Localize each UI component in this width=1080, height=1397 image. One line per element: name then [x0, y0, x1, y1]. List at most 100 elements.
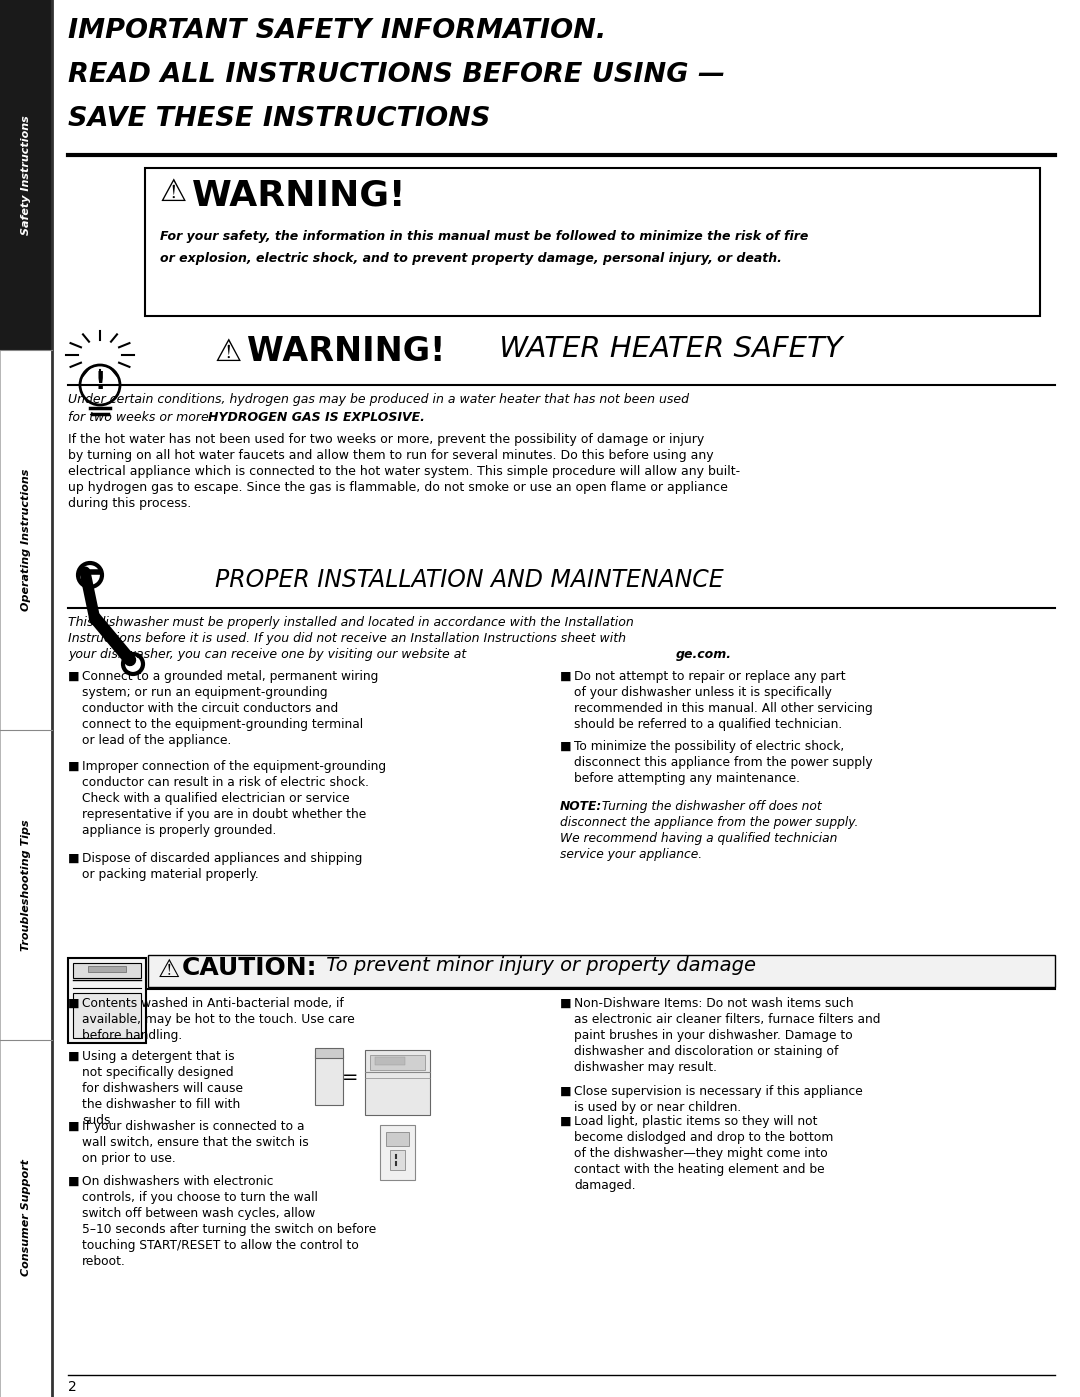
Bar	[0, 731, 52, 1039]
Bar	[315, 1055, 343, 1105]
Bar	[315, 1048, 343, 1058]
Text: On dishwashers with electronic: On dishwashers with electronic	[82, 1175, 273, 1187]
Text: HYDROGEN GAS IS EXPLOSIVE.: HYDROGEN GAS IS EXPLOSIVE.	[208, 411, 424, 425]
Text: ■: ■	[561, 1085, 571, 1098]
Text: To prevent minor injury or property damage: To prevent minor injury or property dama…	[320, 956, 756, 975]
Text: If the hot water has not been used for two weeks or more, prevent the possibilit: If the hot water has not been used for t…	[68, 433, 704, 446]
Text: Turning the dishwasher off does not: Turning the dishwasher off does not	[598, 800, 822, 813]
Text: Using a detergent that is: Using a detergent that is	[82, 1051, 234, 1063]
Text: electrical appliance which is connected to the hot water system. This simple pro: electrical appliance which is connected …	[68, 465, 740, 478]
Text: of the dishwasher—they might come into: of the dishwasher—they might come into	[573, 1147, 827, 1160]
Bar	[73, 993, 141, 1038]
Text: or lead of the appliance.: or lead of the appliance.	[82, 733, 231, 747]
Text: Under certain conditions, hydrogen gas may be produced in a water heater that ha: Under certain conditions, hydrogen gas m…	[68, 393, 689, 407]
Text: We recommend having a qualified technician: We recommend having a qualified technici…	[561, 833, 837, 845]
Text: up hydrogen gas to escape. Since the gas is flammable, do not smoke or use an op: up hydrogen gas to escape. Since the gas…	[68, 481, 728, 495]
Bar	[0, 351, 52, 731]
Text: Instructions before it is used. If you did not receive an Installation Instructi: Instructions before it is used. If you d…	[68, 631, 626, 645]
Text: become dislodged and drop to the bottom: become dislodged and drop to the bottom	[573, 1132, 834, 1144]
Text: reboot.: reboot.	[82, 1255, 126, 1268]
Text: on prior to use.: on prior to use.	[82, 1153, 176, 1165]
Text: Non-Dishware Items: Do not wash items such: Non-Dishware Items: Do not wash items su…	[573, 997, 853, 1010]
Bar	[68, 958, 146, 1044]
Text: touching START/RESET to allow the control to: touching START/RESET to allow the contro…	[82, 1239, 359, 1252]
Text: for two weeks or more.: for two weeks or more.	[68, 411, 217, 425]
Text: for dishwashers will cause: for dishwashers will cause	[82, 1083, 243, 1095]
Text: disconnect this appliance from the power supply: disconnect this appliance from the power…	[573, 756, 873, 768]
Text: disconnect the appliance from the power supply.: disconnect the appliance from the power …	[561, 816, 859, 828]
Text: READ ALL INSTRUCTIONS BEFORE USING —: READ ALL INSTRUCTIONS BEFORE USING —	[68, 61, 725, 88]
Text: controls, if you choose to turn the wall: controls, if you choose to turn the wall	[82, 1192, 318, 1204]
Text: wall switch, ensure that the switch is: wall switch, ensure that the switch is	[82, 1136, 309, 1148]
Text: your dishwasher, you can receive one by visiting our website at: your dishwasher, you can receive one by …	[68, 648, 470, 661]
Text: paint brushes in your dishwasher. Damage to: paint brushes in your dishwasher. Damage…	[573, 1030, 853, 1042]
Text: ■: ■	[68, 852, 80, 865]
Text: Check with a qualified electrician or service: Check with a qualified electrician or se…	[82, 792, 350, 805]
Text: dishwasher and discoloration or staining of: dishwasher and discoloration or staining…	[573, 1045, 838, 1058]
Text: CAUTION:: CAUTION:	[183, 956, 318, 981]
Text: 5–10 seconds after turning the switch on before: 5–10 seconds after turning the switch on…	[82, 1222, 376, 1236]
Bar	[390, 1150, 405, 1171]
Text: conductor with the circuit conductors and: conductor with the circuit conductors an…	[82, 703, 338, 715]
Bar	[0, 1039, 52, 1397]
Bar	[365, 1051, 430, 1115]
Bar	[370, 1055, 426, 1070]
Text: Improper connection of the equipment-grounding: Improper connection of the equipment-gro…	[82, 760, 387, 773]
Text: Troubleshooting Tips: Troubleshooting Tips	[21, 819, 31, 951]
Text: service your appliance.: service your appliance.	[561, 848, 702, 861]
Bar	[73, 963, 141, 978]
Bar	[375, 1058, 405, 1065]
Text: during this process.: during this process.	[68, 497, 191, 510]
Bar	[145, 168, 1040, 316]
Text: !: !	[94, 370, 106, 394]
Text: of your dishwasher unless it is specifically: of your dishwasher unless it is specific…	[573, 686, 832, 698]
Text: representative if you are in doubt whether the: representative if you are in doubt wheth…	[82, 807, 366, 821]
Text: as electronic air cleaner filters, furnace filters and: as electronic air cleaner filters, furna…	[573, 1013, 880, 1025]
Text: IMPORTANT SAFETY INFORMATION.: IMPORTANT SAFETY INFORMATION.	[68, 18, 606, 43]
Text: This dishwasher must be properly installed and located in accordance with the In: This dishwasher must be properly install…	[68, 616, 634, 629]
Text: For your safety, the information in this manual must be followed to minimize the: For your safety, the information in this…	[160, 231, 808, 243]
Bar	[0, 0, 52, 351]
Text: dishwasher may result.: dishwasher may result.	[573, 1060, 717, 1074]
Text: the dishwasher to fill with: the dishwasher to fill with	[82, 1098, 240, 1111]
Text: ■: ■	[68, 997, 80, 1010]
Bar	[148, 956, 1055, 988]
Text: recommended in this manual. All other servicing: recommended in this manual. All other se…	[573, 703, 873, 715]
Text: available, may be hot to the touch. Use care: available, may be hot to the touch. Use …	[82, 1013, 354, 1025]
Text: Close supervision is necessary if this appliance: Close supervision is necessary if this a…	[573, 1085, 863, 1098]
Text: or packing material properly.: or packing material properly.	[82, 868, 259, 882]
Text: Do not attempt to repair or replace any part: Do not attempt to repair or replace any …	[573, 671, 846, 683]
Text: Connect to a grounded metal, permanent wiring: Connect to a grounded metal, permanent w…	[82, 671, 378, 683]
Text: ⚠: ⚠	[160, 177, 187, 207]
Text: ⚠: ⚠	[215, 338, 242, 367]
Text: To minimize the possibility of electric shock,: To minimize the possibility of electric …	[573, 740, 845, 753]
Text: ■: ■	[68, 1051, 80, 1063]
Text: Contents washed in Anti-bacterial mode, if: Contents washed in Anti-bacterial mode, …	[82, 997, 343, 1010]
Text: ■: ■	[68, 760, 80, 773]
Text: before attempting any maintenance.: before attempting any maintenance.	[573, 773, 800, 785]
Text: ■: ■	[561, 671, 571, 683]
Text: Consumer Support: Consumer Support	[21, 1160, 31, 1277]
Bar	[380, 1125, 415, 1180]
Text: appliance is properly grounded.: appliance is properly grounded.	[82, 824, 276, 837]
Text: not specifically designed: not specifically designed	[82, 1066, 233, 1078]
Text: by turning on all hot water faucets and allow them to run for several minutes. D: by turning on all hot water faucets and …	[68, 448, 714, 462]
Text: is used by or near children.: is used by or near children.	[573, 1101, 741, 1113]
Text: WARNING!: WARNING!	[192, 177, 406, 212]
Text: ■: ■	[68, 1120, 80, 1133]
Text: connect to the equipment-grounding terminal: connect to the equipment-grounding termi…	[82, 718, 363, 731]
Text: WARNING!: WARNING!	[247, 335, 445, 367]
Text: contact with the heating element and be: contact with the heating element and be	[573, 1162, 825, 1176]
Text: 2: 2	[68, 1380, 77, 1394]
Text: ge.com.: ge.com.	[676, 648, 732, 661]
Text: If your dishwasher is connected to a: If your dishwasher is connected to a	[82, 1120, 305, 1133]
Text: before handling.: before handling.	[82, 1030, 183, 1042]
Bar	[87, 965, 126, 972]
Bar	[386, 1132, 409, 1146]
Text: conductor can result in a risk of electric shock.: conductor can result in a risk of electr…	[82, 775, 369, 789]
Text: Load light, plastic items so they will not: Load light, plastic items so they will n…	[573, 1115, 818, 1127]
Text: Operating Instructions: Operating Instructions	[21, 469, 31, 612]
Text: ■: ■	[561, 997, 571, 1010]
Text: suds.: suds.	[82, 1113, 114, 1127]
Text: switch off between wash cycles, allow: switch off between wash cycles, allow	[82, 1207, 315, 1220]
